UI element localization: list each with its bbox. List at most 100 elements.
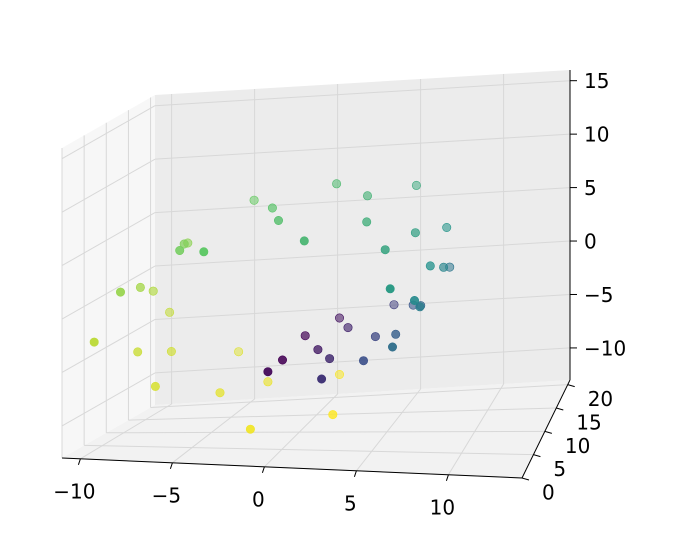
y-tick-label: 10 xyxy=(565,434,590,458)
scatter-points xyxy=(89,179,455,434)
data-point xyxy=(263,367,273,377)
z-tick-label: 15 xyxy=(584,69,609,93)
data-point xyxy=(411,180,421,190)
data-point xyxy=(273,216,283,226)
z-tick-label: 10 xyxy=(584,123,609,147)
axis-lines xyxy=(61,70,571,479)
data-point xyxy=(439,262,449,272)
grid-z-side xyxy=(61,372,156,427)
axis-panes xyxy=(62,70,570,478)
tick-mark xyxy=(544,430,552,434)
back-pane xyxy=(155,70,570,405)
data-point xyxy=(267,203,277,213)
grid-x-floor xyxy=(80,403,172,460)
grid-z-back xyxy=(154,293,571,320)
tick-mark xyxy=(445,474,449,481)
grid-z-back xyxy=(154,133,571,160)
data-point xyxy=(133,347,143,357)
data-point xyxy=(317,374,327,384)
grid-x-floor xyxy=(172,398,255,464)
data-point xyxy=(343,323,353,333)
y-tick-label: 0 xyxy=(542,481,555,505)
tick-mark xyxy=(533,454,541,458)
tick-mark xyxy=(567,384,575,388)
data-point xyxy=(389,300,399,310)
data-point xyxy=(334,369,344,379)
data-point xyxy=(299,236,309,246)
y-tick-label: 15 xyxy=(576,411,601,435)
y-tick-label: 5 xyxy=(553,457,566,481)
grid-z-side xyxy=(61,105,156,160)
grid-z-back xyxy=(154,80,571,107)
data-point xyxy=(385,284,395,294)
y-axis-line xyxy=(521,379,571,479)
data-point xyxy=(325,354,335,364)
data-point xyxy=(234,347,244,357)
data-point xyxy=(362,217,372,227)
data-point xyxy=(334,313,344,323)
tick-mark xyxy=(261,466,265,473)
grid-z-side xyxy=(61,158,156,213)
x-tick-label: 0 xyxy=(252,487,265,511)
data-point xyxy=(332,179,342,189)
data-point xyxy=(249,195,259,205)
z-tick-label: −10 xyxy=(584,336,626,360)
tick-mark xyxy=(521,477,530,481)
data-point xyxy=(380,245,390,255)
x-tick-label: −5 xyxy=(152,483,181,507)
data-point xyxy=(199,247,209,257)
data-point xyxy=(415,302,425,312)
data-point xyxy=(391,329,401,339)
data-point xyxy=(89,337,99,347)
grid-y-floor xyxy=(128,407,557,421)
grid-x-floor xyxy=(264,393,338,468)
grid-y-floor xyxy=(84,444,534,456)
data-point xyxy=(150,381,160,391)
x-axis-line xyxy=(61,457,523,479)
grid-x-floor xyxy=(447,383,505,476)
data-point xyxy=(165,307,175,317)
grid-z-back xyxy=(154,240,571,267)
data-point xyxy=(425,261,435,271)
grid-z-side xyxy=(61,212,156,267)
data-point xyxy=(362,191,372,201)
x-tick-label: 5 xyxy=(344,491,357,515)
data-point xyxy=(135,282,145,292)
tick-mark xyxy=(77,458,81,465)
z-tick-label: 0 xyxy=(584,230,597,254)
tick-mark xyxy=(169,462,173,469)
data-point xyxy=(358,356,368,366)
data-point xyxy=(277,355,287,365)
data-point xyxy=(175,246,185,256)
x-tick-label: −10 xyxy=(53,479,95,503)
tick-mark xyxy=(556,407,564,411)
grid-x-floor xyxy=(356,388,421,472)
z-tick-label: −5 xyxy=(584,283,613,307)
grid-z-back xyxy=(154,187,571,214)
data-point xyxy=(245,424,255,434)
data-point xyxy=(410,228,420,238)
data-point xyxy=(387,342,397,352)
z-tick-label: 5 xyxy=(584,176,597,200)
data-point xyxy=(313,345,323,355)
data-point xyxy=(215,388,225,398)
data-point xyxy=(148,286,158,296)
data-point xyxy=(409,295,419,305)
data-point xyxy=(370,332,380,342)
side-pane xyxy=(62,95,155,458)
data-point xyxy=(300,331,310,341)
data-point xyxy=(179,239,189,249)
data-point xyxy=(328,410,338,420)
y-tick-label: 20 xyxy=(588,387,613,411)
data-point xyxy=(263,377,273,387)
data-point xyxy=(116,287,126,297)
tick-mark xyxy=(353,470,357,477)
grid-z-side xyxy=(61,265,156,320)
data-point xyxy=(166,346,176,356)
data-point xyxy=(442,223,452,233)
floor-pane xyxy=(62,380,570,478)
grid-z-side xyxy=(61,319,156,373)
grid-y-floor xyxy=(150,384,568,409)
